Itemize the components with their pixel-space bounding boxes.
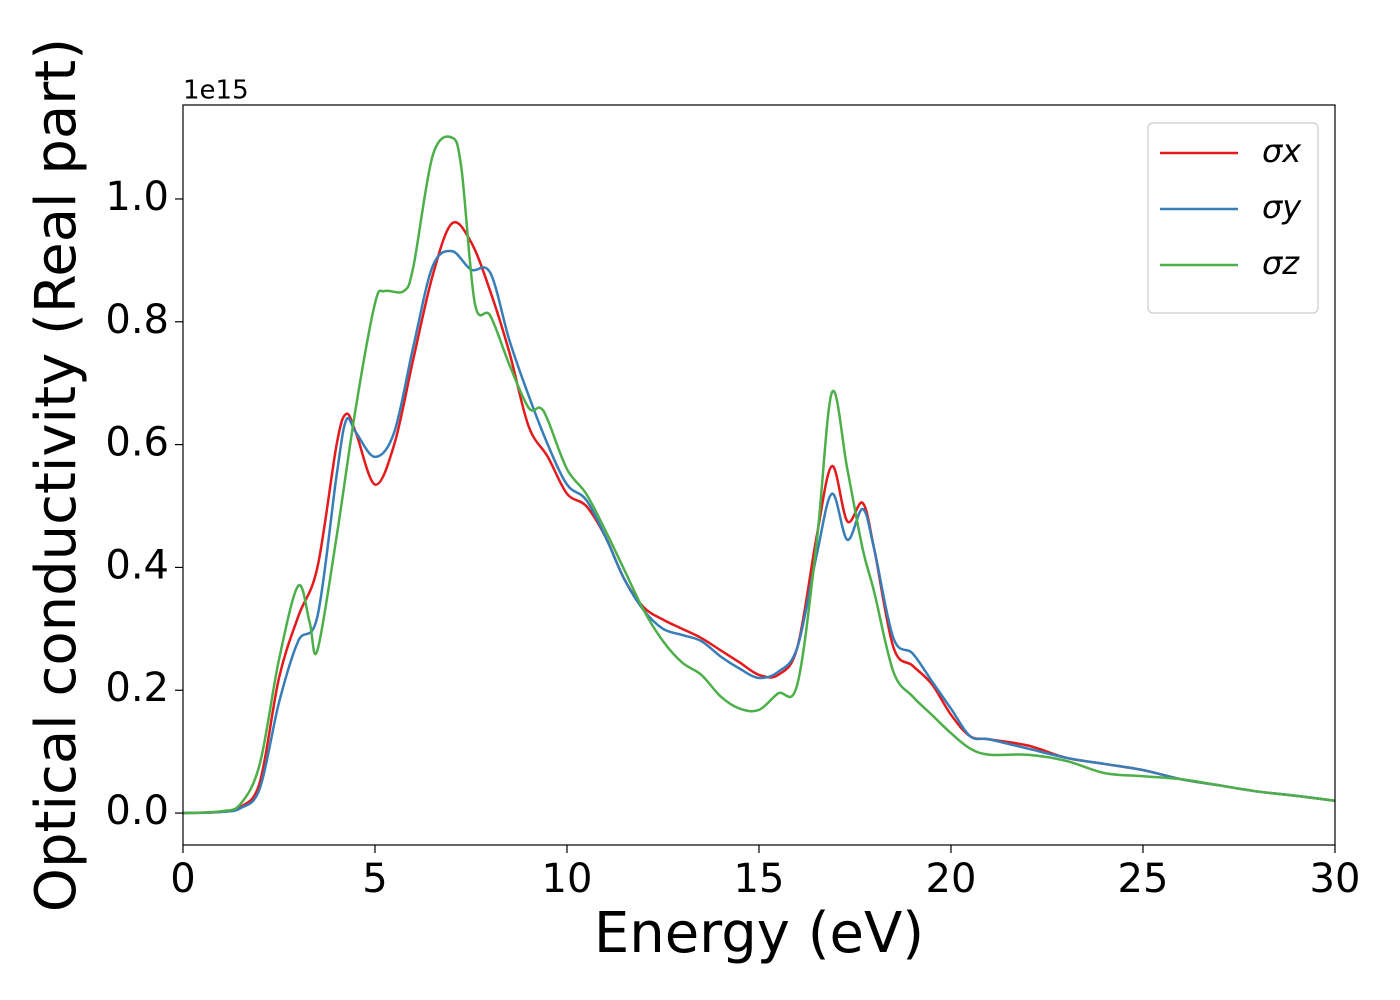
legend-label: σx	[1262, 132, 1302, 170]
y-tick-label: 0.6	[105, 420, 169, 466]
y-axis-label: Optical conductivity (Real part)	[24, 38, 89, 912]
x-tick-label: 20	[926, 856, 977, 902]
offset-label: 1e15	[183, 76, 249, 106]
x-tick-label: 15	[734, 856, 785, 902]
x-tick-label: 5	[362, 856, 387, 902]
y-tick-label: 0.4	[105, 542, 169, 588]
y-tick-label: 0.8	[105, 297, 169, 343]
y-tick-label: 0.2	[105, 665, 169, 711]
series-line	[182, 135, 1336, 815]
x-axis-label: Energy (eV)	[594, 901, 924, 966]
legend-label: σz	[1262, 244, 1300, 282]
x-tick-label: 25	[1118, 856, 1169, 902]
x-tick-label: 10	[542, 856, 593, 902]
y-tick-label: 1.0	[105, 174, 169, 220]
x-tick-label: 30	[1310, 856, 1361, 902]
x-tick-label: 0	[170, 856, 195, 902]
y-tick-label: 0.0	[105, 788, 169, 834]
series-line	[182, 249, 1336, 815]
plot-frame	[182, 104, 1336, 846]
legend-label: σy	[1262, 188, 1302, 226]
